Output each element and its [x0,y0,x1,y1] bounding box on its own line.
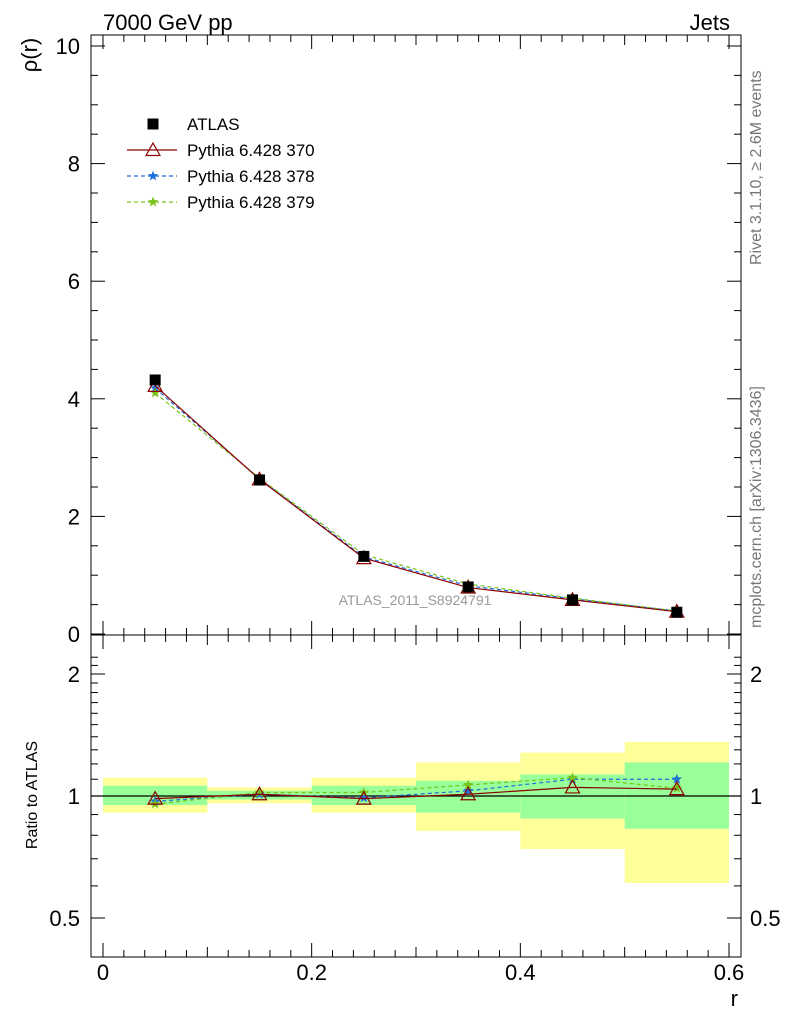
ratio-series-line [155,786,677,800]
analysis-watermark: ATLAS_2011_S8924791 [339,592,492,608]
ratio-data-point [254,787,265,797]
legend-label: Pythia 6.428 379 [187,193,315,212]
main-tick-labels: 0 2 4 6 8 10 [56,34,80,647]
ratio-tick-labels: 0.5 0.5 1 1 2 2 0 0.2 0.4 0.6 [49,662,780,985]
ratio-ylabel: Ratio to ATLAS [24,741,41,849]
ratio-data-point [462,779,474,790]
legend-marker [144,141,162,157]
ratio-data-point [251,786,268,801]
main-data-point [358,550,370,562]
ratio-data-point [668,780,685,796]
legend-marker [147,118,159,130]
main-data-point [462,581,474,593]
ratio-data-point [462,785,474,796]
ratio-xlabel: r [731,986,738,1011]
main-data-point [671,606,683,618]
ratio-data-point [671,782,683,793]
legend-label: ATLAS [187,115,240,134]
main-ticks [91,35,741,635]
ratio-ytick-label: 1 [68,784,80,809]
ratio-data-point [358,792,370,803]
ratio-xtick-label: 0 [97,960,109,985]
ratio-xtick-label: 0.2 [296,960,327,985]
ratio-data-point [147,790,164,805]
ratio-ytick-label-right: 1 [750,784,762,809]
main-ytick-label: 10 [56,34,80,59]
ratio-band-inner [103,785,208,806]
ratio-ticks [91,635,741,957]
main-series-line [154,392,677,612]
legend-label: Pythia 6.428 370 [187,141,315,160]
legend: ATLAS Pythia 6.428 370 Pythia 6.428 378 Pyt… [127,115,315,212]
ratio-xtick-label: 0.6 [714,960,745,985]
legend-marker [147,196,159,207]
main-ytick-label: 6 [68,269,80,294]
main-panel: 0 2 4 6 8 10 ρ(r) ATLAS_2011_S8924791 ATLAS Py… [17,34,742,647]
header-left: 7000 GeV pp [103,10,233,35]
main-ytick-label: 2 [68,504,80,529]
ratio-ytick-label: 0.5 [49,906,80,931]
ratio-ytick-label-right: 2 [750,662,762,687]
legend-marker [147,170,159,181]
ratio-bands [103,741,729,884]
rivet-label: Rivet 3.1.10, ≥ 2.6M events [748,70,765,265]
main-data-point [149,374,161,386]
legend-label: Pythia 6.428 378 [187,167,315,186]
ratio-data-point [355,790,372,805]
ratio-data-point [564,779,581,794]
ratio-ytick-label-right: 0.5 [750,906,781,931]
main-series [147,374,685,618]
main-series-line [154,387,677,612]
main-data-point [567,594,578,606]
main-data-point [254,474,265,486]
header-right: Jets [690,10,730,35]
main-ylabel: ρ(r) [17,38,42,73]
ratio-data-point [460,786,477,801]
main-series-line [154,385,677,613]
ratio-xtick-label: 0.4 [505,960,536,985]
ratio-data-point [567,772,578,783]
main-ytick-label: 4 [68,387,80,412]
main-ytick-label: 8 [68,152,80,177]
ratio-ytick-label: 2 [68,662,80,687]
ratio-data-point [671,773,683,784]
main-ytick-label: 0 [68,622,80,647]
ratio-panel: 0.5 0.5 1 1 2 2 0 0.2 0.4 0.6 Ratio to ATLAS r [24,634,781,1011]
ratio-series [91,772,741,809]
main-data-point [149,387,161,398]
mcplots-label: mcplots.cern.ch [arXiv:1306.3436] [748,386,765,628]
